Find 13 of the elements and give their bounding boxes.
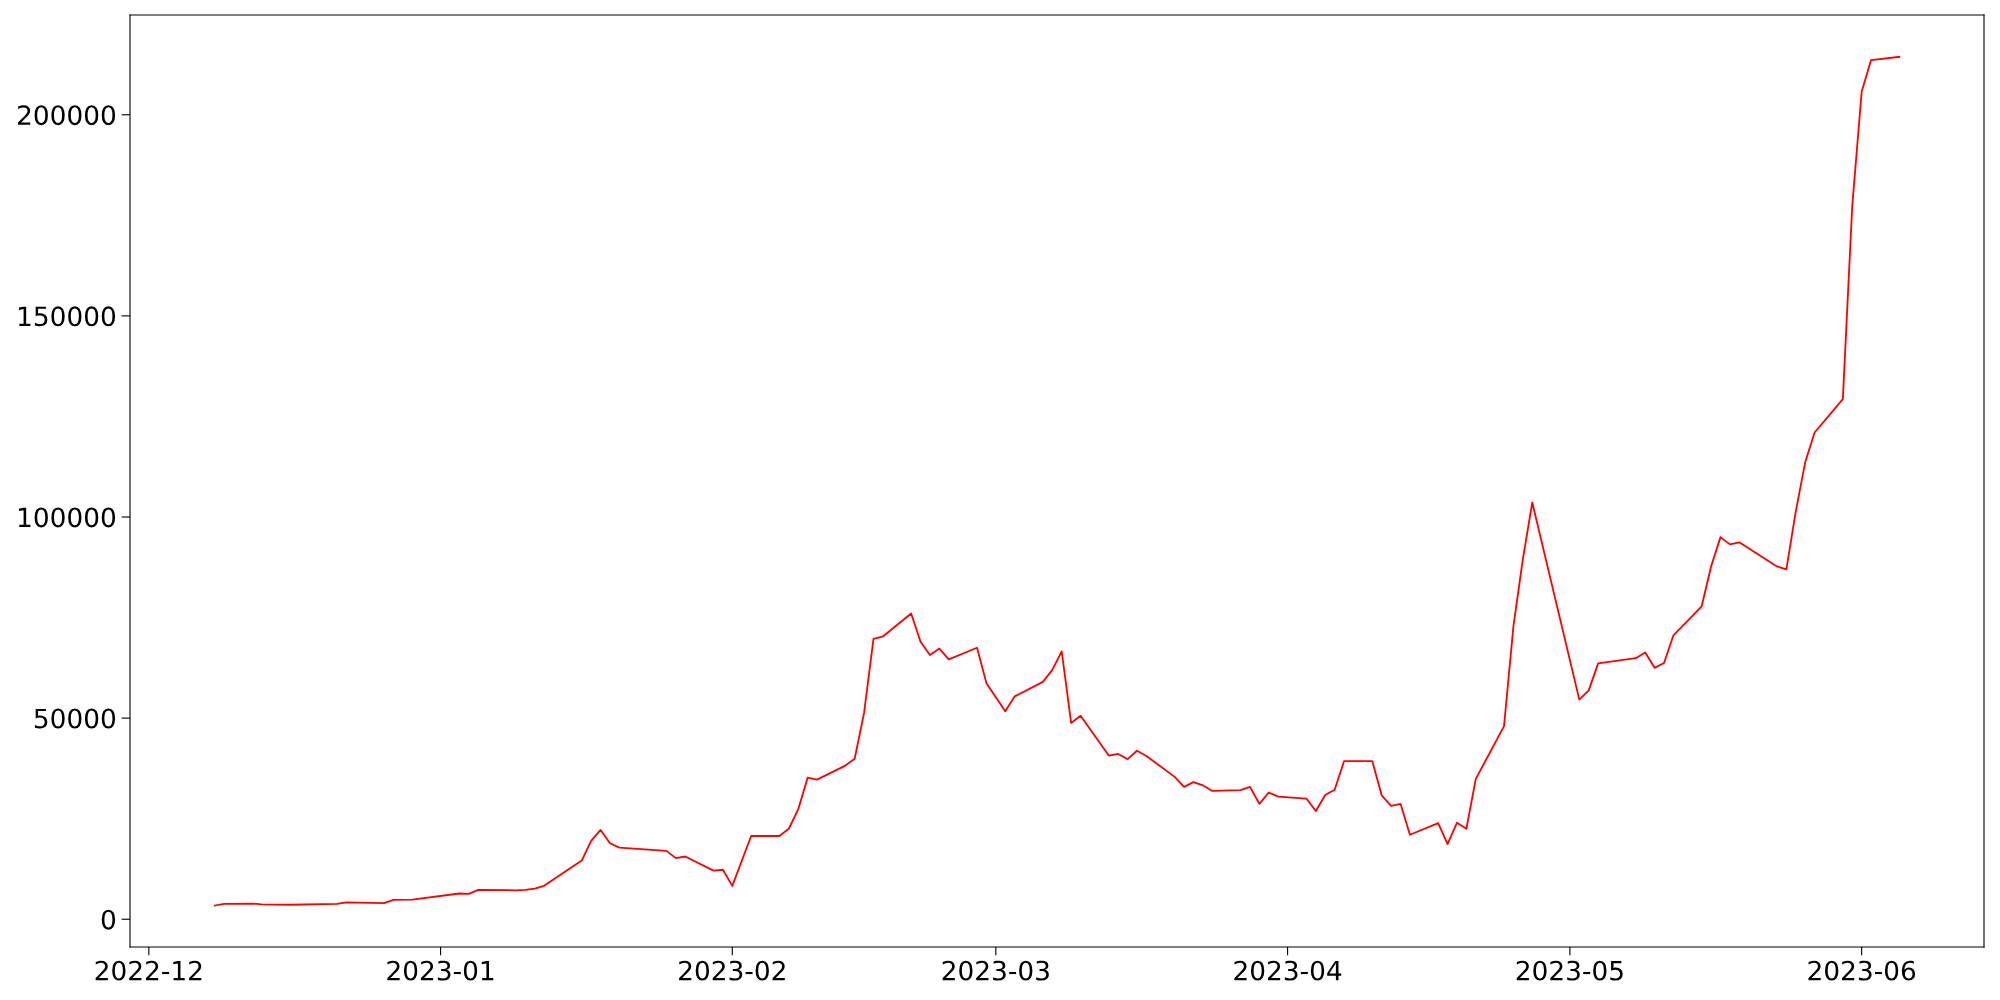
x-tick-label: 2023-03 bbox=[942, 960, 1049, 981]
x-tick-label: 2022-12 bbox=[95, 960, 202, 981]
x-tick-label: 2023-01 bbox=[387, 960, 494, 981]
x-tick-label: 2023-04 bbox=[1234, 960, 1342, 981]
y-tick-label: 0 bbox=[101, 909, 116, 930]
line-series bbox=[213, 55, 1901, 907]
y-tick-label: 150000 bbox=[18, 306, 116, 327]
x-tick-label: 2023-02 bbox=[679, 960, 785, 981]
y-tick-label: 50000 bbox=[34, 708, 116, 729]
y-tick-label: 100000 bbox=[18, 507, 116, 528]
y-tick-label: 200000 bbox=[18, 105, 116, 126]
x-tick-label: 2023-06 bbox=[1808, 960, 1916, 981]
x-tick-label: 2023-05 bbox=[1516, 960, 1623, 981]
